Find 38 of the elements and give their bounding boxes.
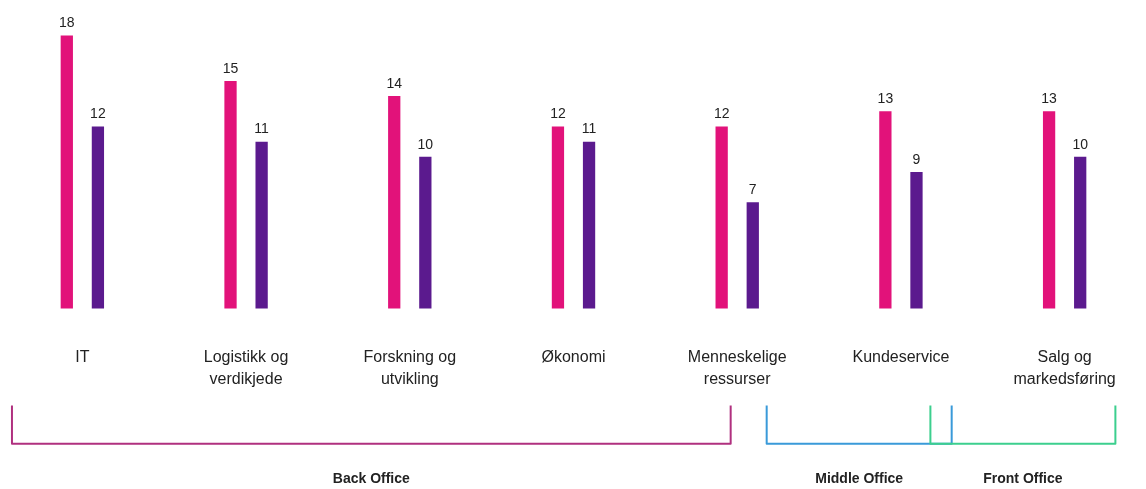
data-label: 14 [386,74,403,91]
data-label: 11 [254,120,270,137]
bar [746,202,759,309]
bar [910,171,923,309]
bar [1074,156,1087,309]
data-label: 10 [1072,135,1089,152]
bar [715,126,728,309]
bar [91,126,105,309]
bar [388,96,401,309]
x-tick-label: Forskning og utvikling [363,348,457,388]
x-tick-label: Økonomi [541,348,606,366]
bar [255,141,268,309]
bar [582,141,596,309]
data-label: 18 [59,14,75,31]
data-label: 10 [417,135,434,152]
data-label: 15 [222,59,239,76]
bar [224,80,237,309]
x-tick-label: Salg og markedsføring [1013,348,1116,388]
data-label: 12 [90,105,106,122]
bar [1042,111,1056,309]
data-label: 12 [713,105,730,122]
x-tick-label: Logistikk og verdikjede [203,348,289,388]
bar [551,126,565,309]
bar [879,111,892,309]
text: Middle Office [815,469,904,486]
text: Back Office [332,469,411,486]
data-label: 13 [1041,90,1058,107]
bar [60,35,73,309]
data-label: 7 [748,181,757,198]
data-label: 11 [581,120,597,137]
x-tick-label: Kundeservice [852,348,950,366]
data-label: 9 [912,150,921,167]
bar [419,156,432,309]
x-tick-label: Menneskelige ressurser [687,348,787,388]
data-label: 13 [877,90,894,107]
data-label: 12 [550,105,566,122]
x-tick-label: IT [75,348,90,366]
text: Front Office [983,469,1063,486]
